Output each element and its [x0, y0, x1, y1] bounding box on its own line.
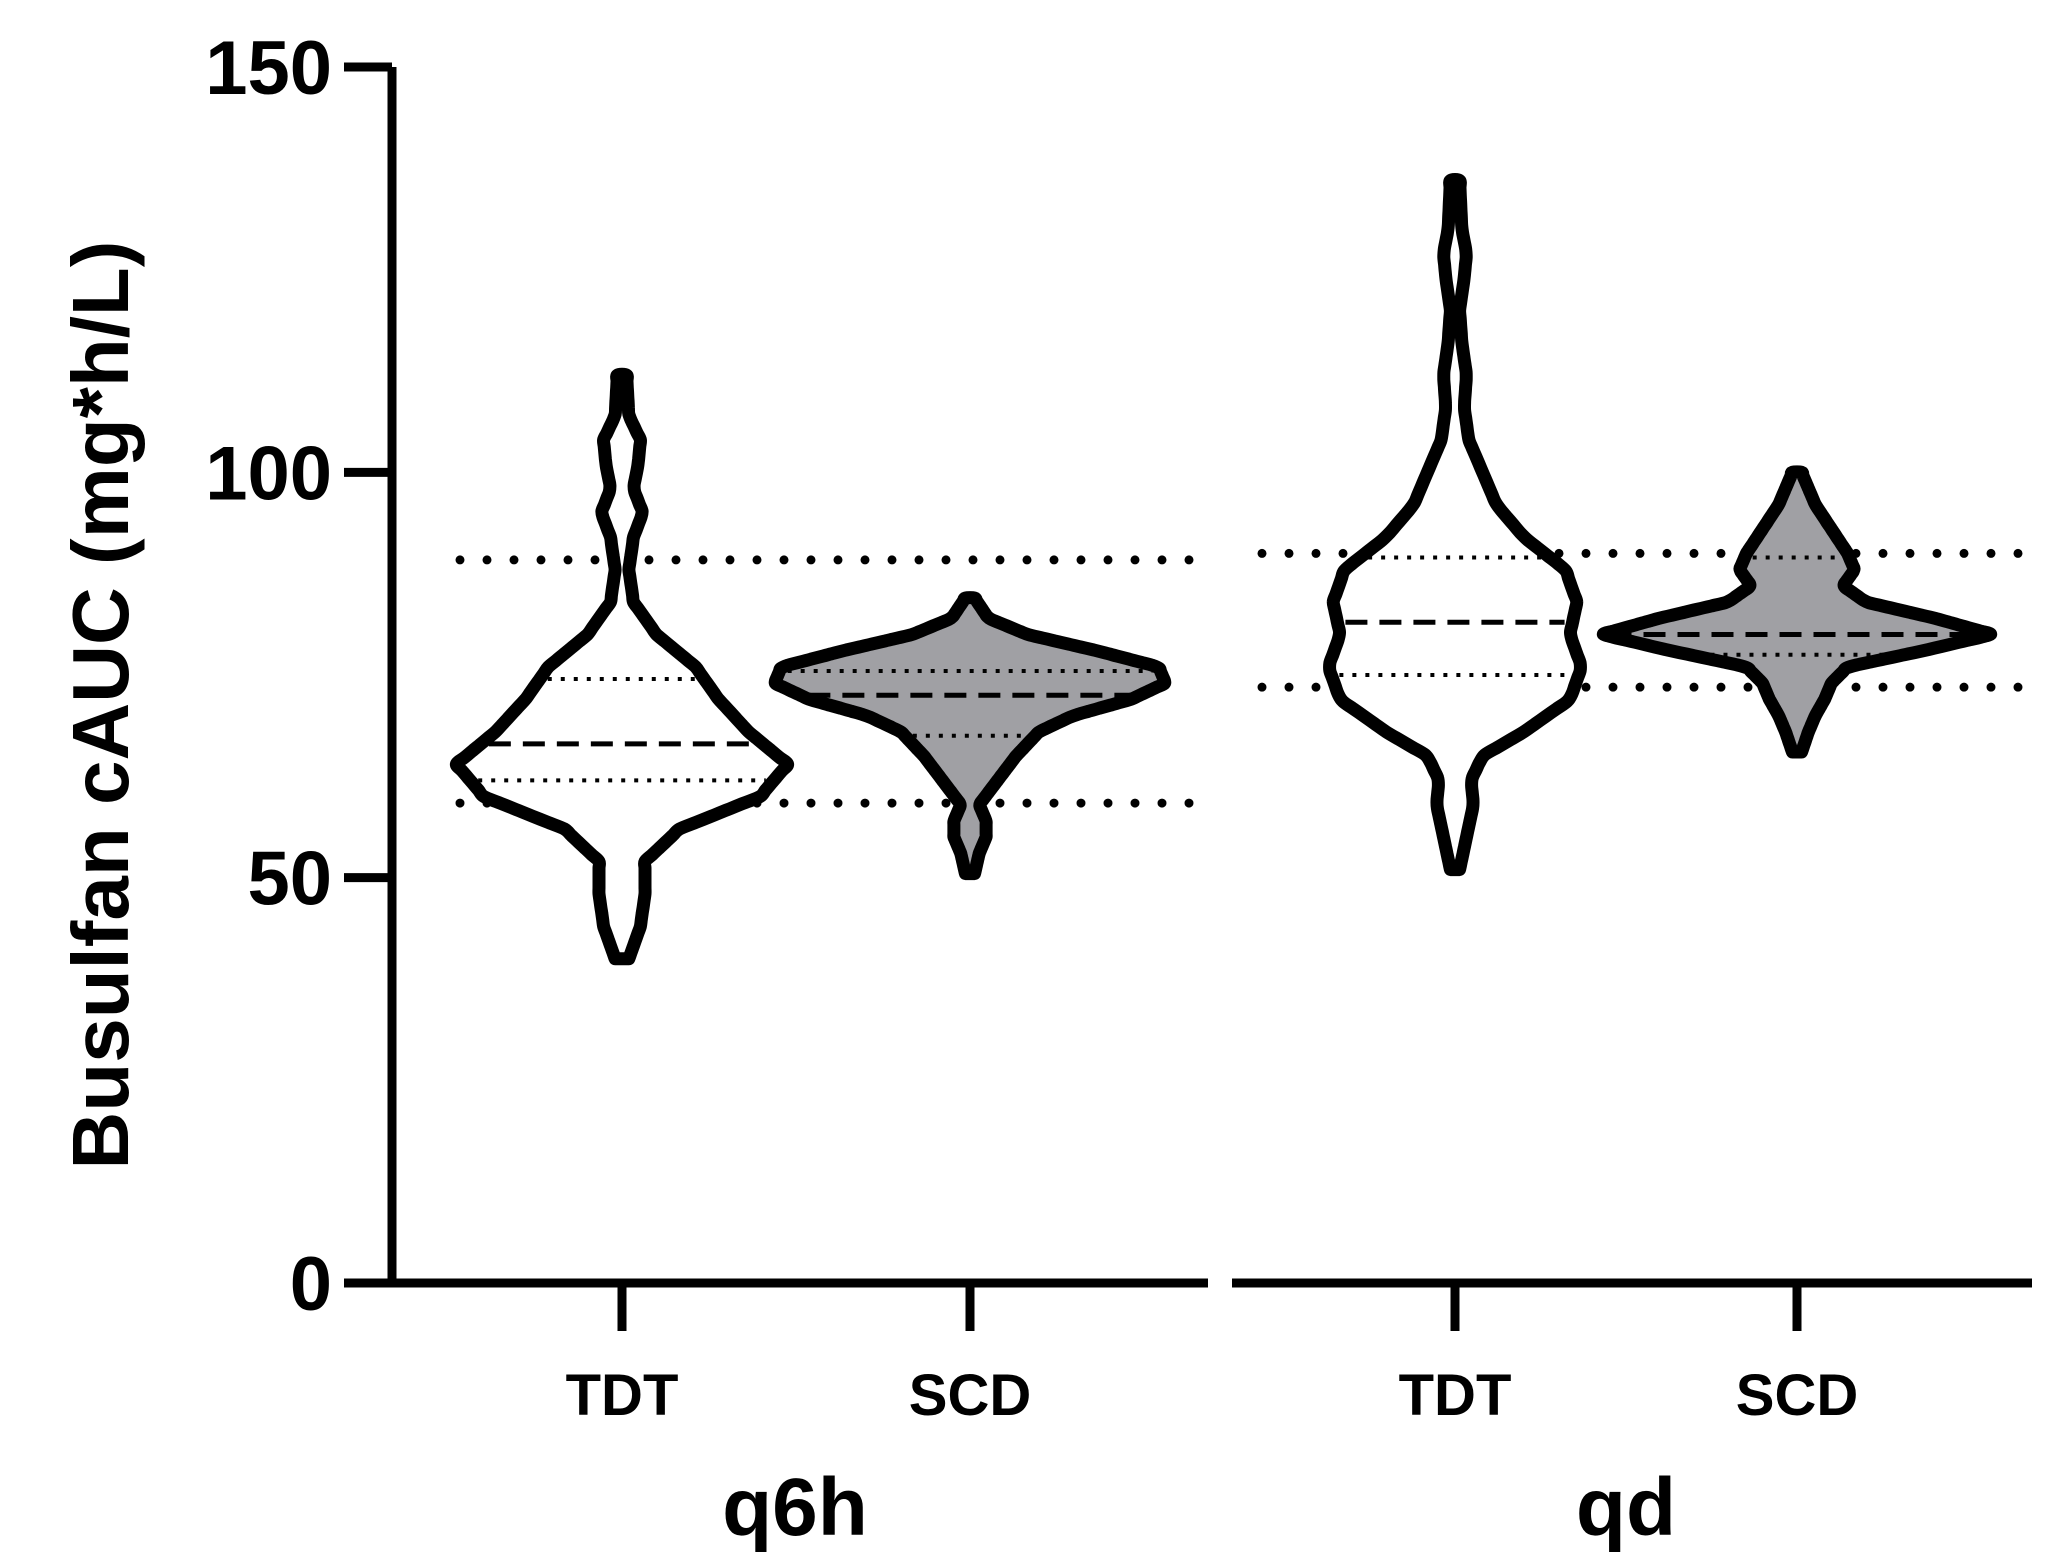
label-layer: 0 50 100 150 TDT SCD q6h TDT SCD qd Busulfan cAUC … — [56, 26, 1858, 1553]
violin-q6h-scd — [768, 591, 1172, 881]
y-tick-label-150: 150 — [205, 26, 332, 111]
x-category-label-q6h-tdt: TDT — [566, 1363, 679, 1428]
violin-qd-tdt — [1323, 173, 1587, 877]
x-group-label-qd: qd — [1576, 1462, 1676, 1553]
x-category-label-qd-scd: SCD — [1736, 1363, 1858, 1428]
violin-qd-scd — [1596, 465, 1998, 759]
y-axis-title: Busulfan cAUC (mg*h/L) — [56, 241, 145, 1170]
violin-q6h-tdt — [449, 367, 795, 966]
x-group-label-q6h: q6h — [722, 1462, 868, 1553]
y-tick-label-0: 0 — [290, 1242, 332, 1327]
axes-layer — [344, 62, 2032, 1331]
x-category-label-qd-tdt: TDT — [1399, 1363, 1512, 1428]
y-tick-label-50: 50 — [247, 837, 332, 922]
y-tick-label-100: 100 — [205, 431, 332, 516]
x-category-label-q6h-scd: SCD — [909, 1363, 1031, 1428]
violin-layer — [449, 173, 2037, 966]
